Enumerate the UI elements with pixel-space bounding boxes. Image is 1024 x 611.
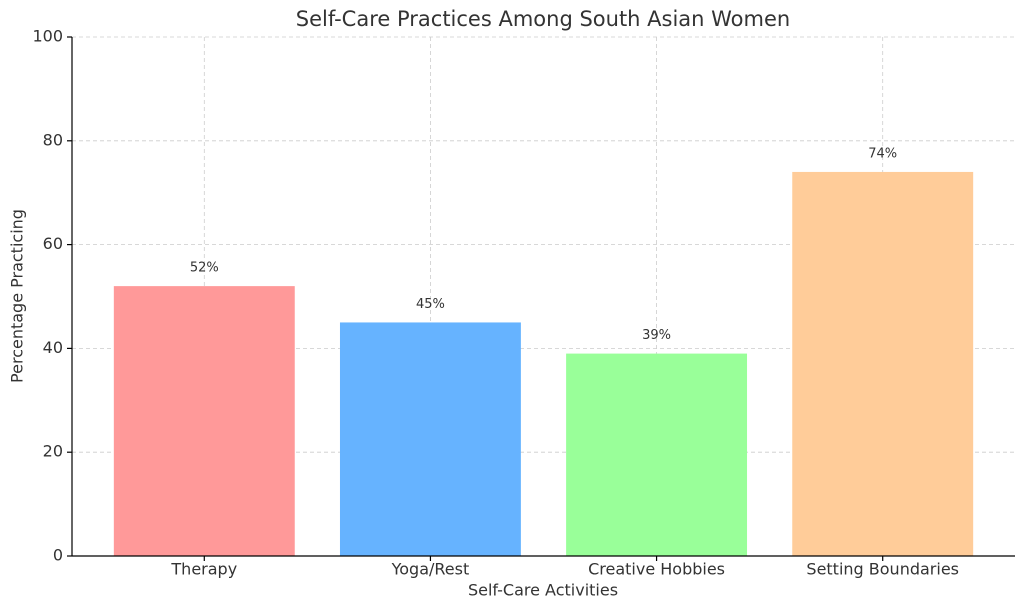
value-label: 74%	[868, 146, 897, 161]
x-tick-label: Yoga/Rest	[391, 560, 470, 579]
value-label: 52%	[190, 261, 219, 276]
y-tick-label: 40	[43, 338, 63, 357]
x-tick-label: Setting Boundaries	[806, 560, 959, 579]
bar	[792, 171, 974, 556]
y-axis-label: Percentage Practicing	[8, 209, 27, 383]
y-tick-label: 80	[43, 130, 63, 149]
x-axis-label: Self-Care Activities	[468, 581, 618, 600]
value-label: 39%	[642, 328, 671, 343]
x-tick-label: Creative Hobbies	[588, 560, 725, 579]
y-tick-label: 100	[32, 27, 63, 46]
y-tick-label: 60	[43, 234, 63, 253]
bar	[113, 286, 295, 556]
value-label: 45%	[416, 297, 445, 312]
bar	[339, 322, 521, 556]
y-tick-label: 20	[43, 442, 63, 461]
chart-title: Self-Care Practices Among South Asian Wo…	[296, 7, 790, 31]
x-tick-label: Therapy	[170, 560, 237, 579]
bar	[566, 353, 748, 556]
y-tick-label: 0	[53, 546, 63, 565]
